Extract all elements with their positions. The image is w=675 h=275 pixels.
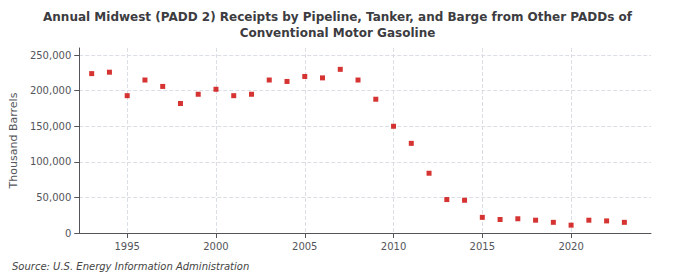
svg-text:2015: 2015 bbox=[470, 241, 495, 252]
svg-text:2020: 2020 bbox=[558, 241, 583, 252]
svg-text:50,000: 50,000 bbox=[36, 192, 71, 203]
svg-text:2000: 2000 bbox=[203, 241, 228, 252]
svg-text:Source: U.S. Energy Informatio: Source: U.S. Energy Information Administ… bbox=[12, 261, 249, 272]
svg-text:200,000: 200,000 bbox=[30, 85, 71, 96]
svg-text:2010: 2010 bbox=[381, 241, 406, 252]
svg-text:2005: 2005 bbox=[292, 241, 317, 252]
svg-text:Conventional Motor Gasoline: Conventional Motor Gasoline bbox=[240, 26, 436, 40]
svg-text:150,000: 150,000 bbox=[30, 121, 71, 132]
svg-text:1995: 1995 bbox=[114, 241, 139, 252]
svg-text:Annual Midwest (PADD 2) Receip: Annual Midwest (PADD 2) Receipts by Pipe… bbox=[43, 10, 633, 24]
svg-text:0: 0 bbox=[65, 228, 71, 239]
svg-text:Thousand Barrels: Thousand Barrels bbox=[7, 92, 20, 189]
svg-text:250,000: 250,000 bbox=[30, 50, 71, 61]
svg-text:100,000: 100,000 bbox=[30, 156, 71, 167]
